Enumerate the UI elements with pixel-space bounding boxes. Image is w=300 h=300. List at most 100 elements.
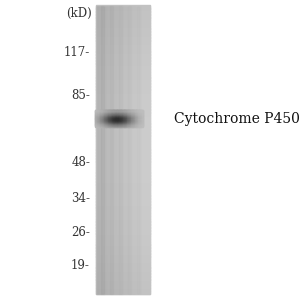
Bar [113,118,115,119]
Bar [114,118,115,119]
Bar [123,122,124,123]
Bar [130,123,132,124]
Bar [98,121,100,122]
Bar [95,120,96,121]
Bar [100,112,101,113]
Bar [96,117,97,118]
Bar [106,124,107,126]
Bar [127,123,128,124]
Bar [115,116,116,117]
Bar [116,123,118,124]
Bar [96,125,97,126]
Bar [96,69,150,72]
Bar [123,111,124,112]
Bar [124,118,126,120]
Bar [131,110,133,111]
Bar [126,115,127,116]
Bar [133,118,134,119]
Bar [96,95,150,98]
Bar [141,113,142,114]
Bar [124,119,126,121]
Bar [123,121,125,122]
Bar [103,112,105,113]
Bar [149,6,150,294]
Bar [112,110,114,111]
Bar [96,118,97,120]
Bar [96,110,97,111]
Bar [96,6,150,294]
Bar [113,110,115,111]
Bar [112,113,114,114]
Bar [97,124,99,125]
Bar [96,111,97,112]
Bar [108,113,109,114]
Bar [114,117,115,119]
Bar [104,124,106,126]
Bar [99,123,100,124]
Bar [104,110,106,111]
Bar [112,124,113,126]
Bar [104,122,106,124]
Bar [142,122,143,123]
Bar [95,116,96,117]
Bar [136,110,137,111]
Bar [96,115,97,116]
Bar [130,115,132,116]
Bar [115,121,116,122]
Bar [101,119,103,121]
Bar [100,115,101,116]
Bar [114,113,115,115]
Bar [142,117,143,119]
Bar [116,115,118,116]
Bar [119,125,121,126]
Bar [138,111,139,112]
Bar [135,120,137,121]
Bar [108,125,110,126]
Bar [103,115,105,116]
Bar [132,119,134,121]
Bar [106,119,107,121]
Bar [130,111,132,112]
Bar [135,116,137,117]
Bar [125,113,126,114]
Bar [103,112,105,113]
Bar [135,115,137,116]
Bar [96,57,150,61]
Bar [133,122,134,124]
Bar [99,117,100,119]
Bar [124,125,126,126]
Bar [112,118,113,120]
Bar [139,120,141,121]
Bar [96,112,97,113]
Bar [128,125,130,126]
Bar [106,117,107,119]
Bar [96,213,150,216]
Bar [139,117,141,118]
Bar [137,117,138,119]
Bar [128,110,129,111]
Bar [112,123,114,124]
Bar [128,122,130,124]
Bar [116,117,117,119]
Bar [117,124,118,125]
Bar [138,110,139,111]
Bar [96,114,97,115]
Bar [97,118,98,119]
Bar [101,110,103,111]
Bar [139,113,140,115]
Bar [120,123,122,124]
Bar [112,125,114,126]
Bar [118,123,119,124]
Bar [99,111,100,112]
Bar [97,125,98,126]
Bar [118,126,119,127]
Bar [108,120,109,121]
Bar [115,113,116,115]
Bar [135,124,137,126]
Bar [138,123,139,124]
Bar [125,110,126,111]
Bar [110,119,111,121]
Bar [132,117,134,119]
Bar [125,117,126,119]
Bar [113,120,115,121]
